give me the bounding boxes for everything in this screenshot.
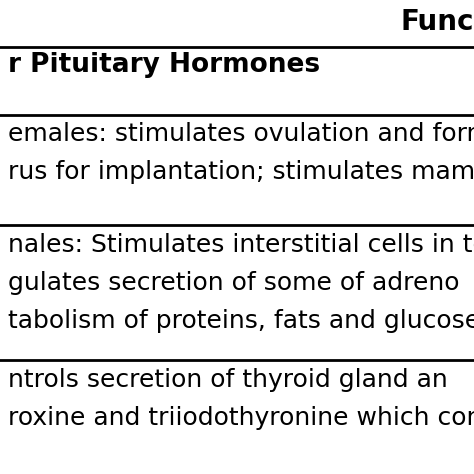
Text: nales: Stimulates interstitial cells in te: nales: Stimulates interstitial cells in … bbox=[8, 233, 474, 257]
Text: r Pituitary Hormones: r Pituitary Hormones bbox=[8, 52, 320, 78]
Text: rus for implantation; stimulates mamm: rus for implantation; stimulates mamm bbox=[8, 160, 474, 184]
Text: ntrols secretion of thyroid gland an: ntrols secretion of thyroid gland an bbox=[8, 368, 448, 392]
Text: tabolism of proteins, fats and glucose: tabolism of proteins, fats and glucose bbox=[8, 309, 474, 333]
Text: emales: stimulates ovulation and form: emales: stimulates ovulation and form bbox=[8, 122, 474, 146]
Text: Func: Func bbox=[401, 8, 474, 36]
Text: gulates secretion of some of adreno: gulates secretion of some of adreno bbox=[8, 271, 459, 295]
Text: roxine and triiodothyronine which con: roxine and triiodothyronine which con bbox=[8, 406, 474, 430]
